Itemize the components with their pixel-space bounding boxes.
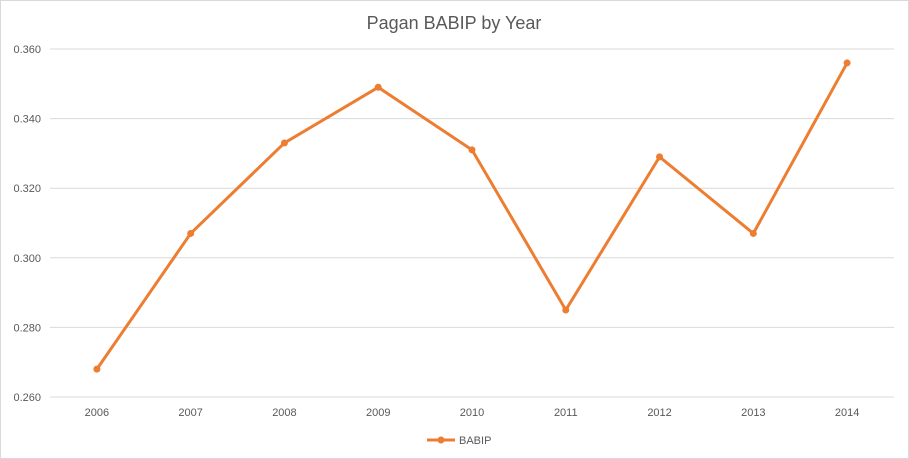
legend-label-babip: BABIP	[459, 435, 491, 447]
x-tick-label: 2009	[366, 407, 390, 419]
x-tick-label: 2013	[741, 407, 765, 419]
x-axis-ticks: 2006 2007 2008 2009 2010 2011 2012 2013 2014	[85, 407, 860, 419]
data-point	[280, 139, 288, 147]
y-tick-label: 0.360	[13, 44, 41, 56]
data-point	[93, 365, 101, 373]
y-tick-label: 0.260	[13, 392, 41, 404]
x-tick-label: 2010	[460, 407, 484, 419]
y-tick-label: 0.280	[13, 322, 41, 334]
series-babip	[93, 59, 851, 373]
x-tick-label: 2006	[85, 407, 109, 419]
y-tick-label: 0.340	[13, 114, 41, 126]
x-tick-label: 2011	[554, 407, 578, 419]
x-tick-label: 2008	[272, 407, 296, 419]
data-point	[468, 146, 476, 154]
data-point	[843, 59, 851, 67]
y-tick-label: 0.300	[13, 253, 41, 265]
data-point	[749, 229, 757, 237]
legend: BABIP	[427, 435, 491, 447]
y-axis-ticks: 0.260 0.280 0.300 0.320 0.340 0.360	[13, 44, 41, 404]
x-tick-label: 2014	[835, 407, 859, 419]
gridlines	[50, 48, 894, 398]
chart-title: Pagan BABIP by Year	[367, 13, 542, 33]
data-point	[374, 83, 382, 91]
data-point	[656, 153, 664, 161]
data-point	[187, 229, 195, 237]
series-line	[95, 61, 849, 371]
y-tick-label: 0.320	[13, 183, 41, 195]
x-tick-label: 2012	[647, 407, 671, 419]
legend-point-marker	[437, 436, 445, 444]
data-point	[562, 306, 570, 314]
x-tick-label: 2007	[178, 407, 202, 419]
